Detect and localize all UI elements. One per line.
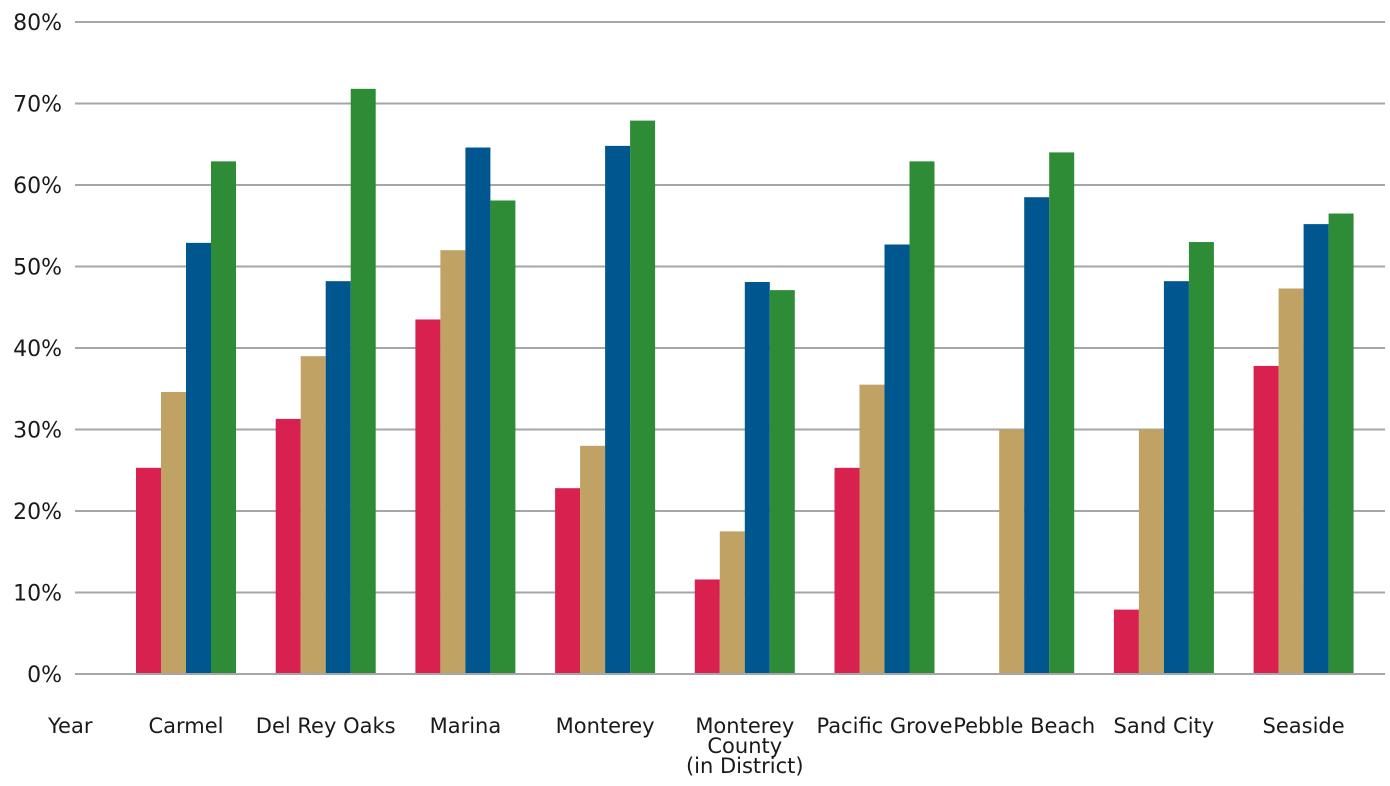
bar xyxy=(630,120,656,675)
y-axis-ticks: 0% 10% 20% 30% 40% 50% 60% 70% 80% xyxy=(13,11,62,688)
bar xyxy=(490,200,516,675)
x-axis-labels: Year Carmel Del Rey Oaks Marina Monterey Mon… xyxy=(47,714,1345,778)
y-tick-label: 70% xyxy=(13,93,62,118)
x-tick-label: Pacific Grove xyxy=(816,714,952,738)
bar xyxy=(719,531,745,674)
bar xyxy=(1138,429,1164,674)
x-tick-label: Pebble Beach xyxy=(953,714,1095,738)
bar xyxy=(1278,288,1304,674)
bar xyxy=(300,356,326,674)
bar xyxy=(769,290,795,674)
bar xyxy=(834,467,860,674)
y-tick-label: 20% xyxy=(13,500,62,525)
bar xyxy=(1188,242,1214,675)
bar xyxy=(1024,197,1050,674)
bar xyxy=(350,88,376,674)
bar xyxy=(605,145,631,674)
x-tick-label: Monterey County (in District) xyxy=(686,714,804,778)
bar xyxy=(211,161,236,675)
bar xyxy=(1328,213,1354,674)
x-tick-label: Seaside xyxy=(1263,714,1345,738)
bar xyxy=(186,242,211,675)
bar xyxy=(1253,365,1279,674)
bar xyxy=(275,418,301,674)
bar xyxy=(744,281,770,674)
bars xyxy=(75,88,1385,675)
x-tick-label: Del Rey Oaks xyxy=(256,714,396,738)
x-axis-title: Year xyxy=(47,714,93,738)
y-tick-label: 50% xyxy=(13,256,62,281)
x-tick-label: Sand City xyxy=(1114,714,1215,738)
bar xyxy=(325,281,351,674)
bar xyxy=(465,147,491,674)
bar xyxy=(1113,609,1139,674)
bar xyxy=(1303,224,1329,674)
bar xyxy=(859,384,885,674)
bar xyxy=(884,244,910,674)
bar xyxy=(415,319,441,674)
bar xyxy=(1163,281,1189,674)
y-tick-label: 0% xyxy=(27,663,62,688)
x-tick-label: Carmel xyxy=(148,714,223,738)
bar xyxy=(1049,152,1075,674)
x-tick-label: Marina xyxy=(430,714,502,738)
bar xyxy=(999,429,1025,674)
bar xyxy=(440,250,466,674)
y-tick-label: 80% xyxy=(13,11,62,36)
y-tick-label: 10% xyxy=(13,582,62,607)
bar xyxy=(136,467,161,674)
bar xyxy=(555,488,581,674)
y-tick-label: 60% xyxy=(13,174,62,199)
bar xyxy=(161,392,186,674)
bar xyxy=(909,161,935,675)
y-tick-label: 30% xyxy=(13,419,62,444)
x-tick-label: Monterey xyxy=(556,714,655,738)
bar xyxy=(694,579,720,674)
y-tick-label: 40% xyxy=(13,337,62,362)
bar xyxy=(580,445,606,674)
